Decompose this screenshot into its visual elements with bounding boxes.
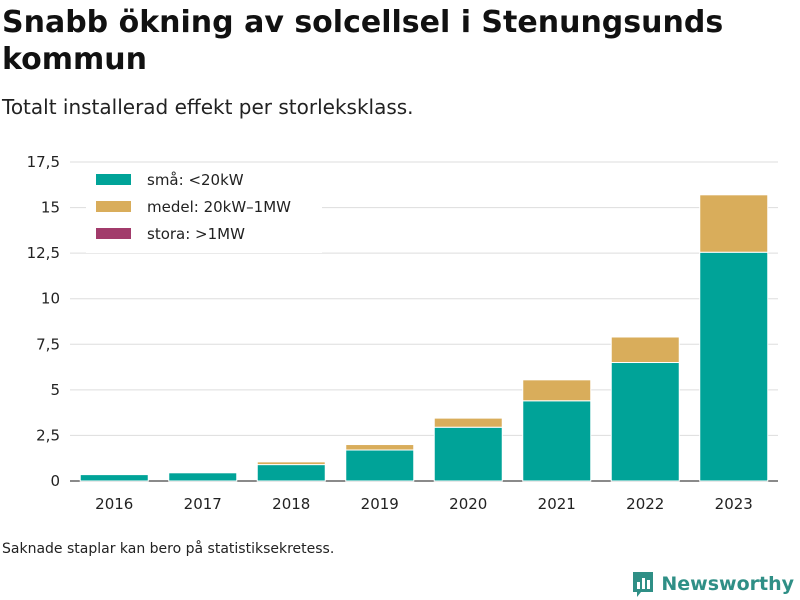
x-tick-label: 2020 (449, 495, 487, 513)
chart-title: Snabb ökning av solcellsel i Stenungsund… (2, 5, 724, 77)
bar-segment-2023-series-0 (699, 251, 769, 482)
bar-segment-2023-series-1 (699, 194, 769, 253)
y-tick-label: 5 (50, 381, 60, 399)
bar-segment-2020-series-1 (433, 417, 503, 428)
bar-segment-2016-series-0 (79, 474, 149, 482)
bar-segment-2018-series-0 (256, 464, 326, 482)
legend-swatch-0 (96, 174, 131, 185)
bar-segment-2020-series-0 (433, 426, 503, 482)
y-axis-ticks: 0 2,5 5 7,5 10 12,5 15 17,5 (27, 153, 60, 490)
bar-segment-2021-series-1 (522, 379, 592, 402)
bar-segment-2019-series-1 (345, 444, 415, 451)
x-tick-label: 2016 (95, 495, 133, 513)
stacked-bar-chart: 0 2,5 5 7,5 10 12,5 15 17,5 2016 2017 2018 2019 202… (27, 153, 778, 513)
x-tick-label: 2021 (538, 495, 576, 513)
x-tick-label: 2017 (184, 495, 222, 513)
x-tick-label: 2023 (715, 495, 753, 513)
footnote: Saknade staplar kan bero på statistiksek… (2, 541, 335, 557)
legend: små: <20kW medel: 20kW–1MW stora: >1MW (86, 167, 322, 253)
x-axis-ticks: 2016 2017 2018 2019 2020 2021 2022 2023 (95, 495, 753, 513)
x-tick-label: 2019 (361, 495, 399, 513)
bar-segment-2018-series-1 (256, 461, 326, 466)
bars (79, 194, 769, 482)
bar-segment-2019-series-0 (345, 449, 415, 482)
legend-swatch-1 (96, 201, 131, 212)
y-tick-label: 7,5 (36, 335, 60, 353)
bar-segment-2017-series-0 (168, 472, 238, 482)
y-tick-label: 12,5 (27, 244, 60, 262)
legend-label-2: stora: >1MW (147, 225, 245, 243)
bar-segment-2022-series-0 (610, 362, 680, 482)
x-tick-label: 2018 (272, 495, 310, 513)
newsworthy-brand[interactable]: Newsworthy (631, 570, 794, 598)
x-tick-label: 2022 (626, 495, 664, 513)
y-tick-label: 2,5 (36, 426, 60, 444)
legend-label-0: små: <20kW (147, 171, 244, 189)
y-tick-label: 0 (50, 472, 60, 490)
legend-swatch-2 (96, 228, 131, 239)
y-tick-label: 10 (41, 290, 60, 308)
legend-label-1: medel: 20kW–1MW (147, 198, 291, 216)
y-tick-label: 15 (41, 199, 60, 217)
bar-segment-2022-series-1 (610, 336, 680, 364)
chart-subtitle: Totalt installerad effekt per storlekskl… (2, 95, 414, 119)
bar-segment-2021-series-0 (522, 400, 592, 482)
y-tick-label: 17,5 (27, 153, 60, 171)
brand-name: Newsworthy (661, 573, 794, 595)
bar-chart-logo-icon (633, 572, 654, 597)
